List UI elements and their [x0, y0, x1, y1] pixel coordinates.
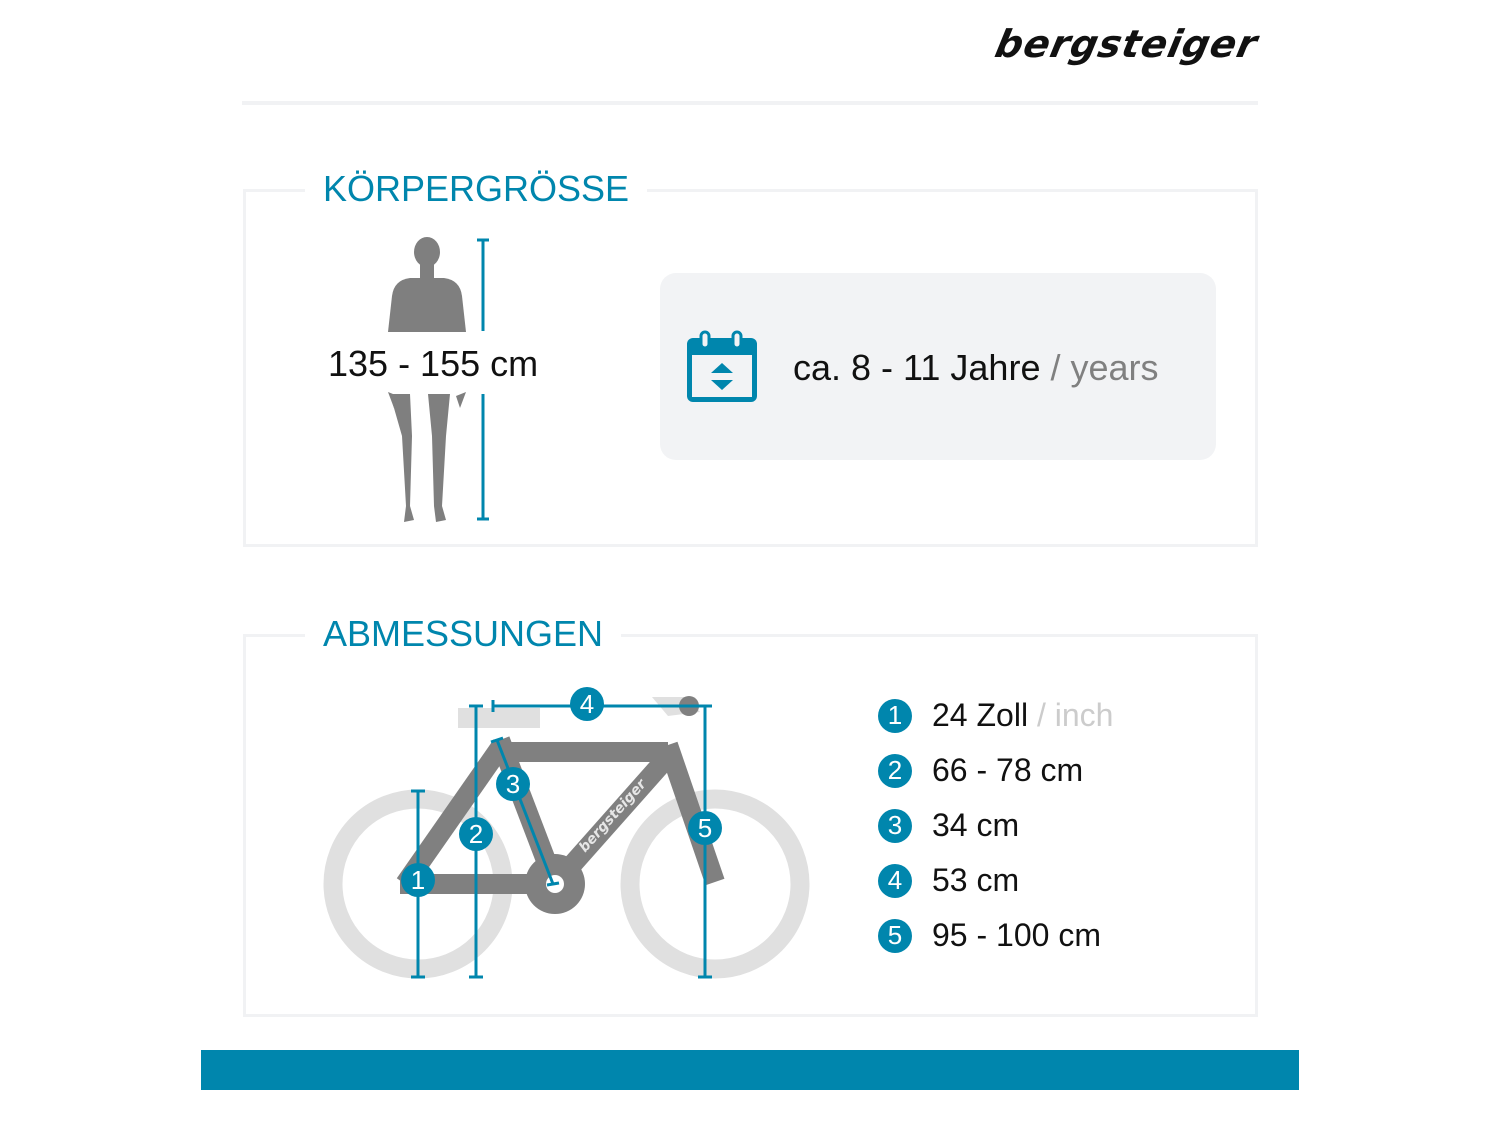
body-height-panel	[243, 189, 1258, 547]
legend-number: 3	[878, 808, 912, 843]
legend-item-2: 2 66 - 78 cm	[878, 752, 1083, 789]
marker-2	[459, 817, 493, 851]
calendar-icon	[687, 330, 757, 402]
age-value: ca. 8 - 11 Jahre	[793, 347, 1041, 388]
legend-value: 34 cm	[932, 807, 1020, 843]
marker-1	[401, 863, 435, 897]
marker-4-label: 4	[580, 689, 594, 719]
legend-value: 95 - 100 cm	[932, 917, 1101, 953]
age-suffix: / years	[1050, 347, 1159, 388]
legend-item-3: 3 34 cm	[878, 807, 1019, 844]
marker-3	[496, 767, 530, 801]
legend-number: 5	[878, 918, 912, 953]
marker-4	[570, 687, 604, 721]
marker-5-label: 5	[698, 813, 712, 843]
marker-5	[688, 811, 722, 845]
header-divider	[242, 101, 1258, 105]
legend-value: 66 - 78 cm	[932, 752, 1084, 788]
age-range: ca. 8 - 11 Jahre / years	[793, 347, 1159, 389]
front-wheel	[620, 789, 810, 979]
marker-1-label: 1	[411, 865, 425, 895]
footer-bar	[201, 1050, 1299, 1090]
legend-item-4: 4 53 cm	[878, 862, 1019, 899]
legend-value: 24 Zoll	[932, 697, 1029, 733]
body-height-range: 135 - 155 cm	[326, 343, 541, 385]
section-title-body-height: KÖRPERGRÖSSE	[305, 168, 648, 210]
legend-number: 1	[878, 698, 912, 733]
legend-number: 2	[878, 753, 912, 788]
legend-number: 4	[878, 863, 912, 898]
person-silhouette-icon	[388, 237, 489, 522]
legend-value: 53 cm	[932, 862, 1020, 898]
legend-suffix: / inch	[1036, 697, 1114, 733]
marker-2-label: 2	[469, 819, 483, 849]
saddle	[458, 708, 540, 728]
marker-3-label: 3	[506, 769, 520, 799]
legend-item-5: 5 95 - 100 cm	[878, 917, 1101, 954]
section-title-dimensions: ABMESSUNGEN	[305, 613, 622, 655]
dimensions-panel	[243, 634, 1258, 1017]
legend-item-1: 1 24 Zoll / inch	[878, 697, 1113, 734]
